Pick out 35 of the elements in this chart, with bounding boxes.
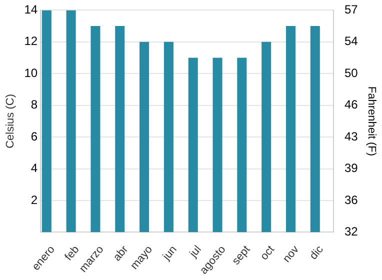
y-tick-label: 14 xyxy=(24,2,38,17)
x-tick-label: dic xyxy=(308,243,326,262)
y2-tick-label: 46 xyxy=(344,98,358,112)
x-tick-label: jul xyxy=(186,244,204,261)
y-tick-label: 10 xyxy=(24,66,38,80)
bar xyxy=(262,42,272,232)
bar xyxy=(115,26,125,232)
bar xyxy=(66,10,76,232)
bar xyxy=(286,26,296,232)
y-tick-label: 2 xyxy=(30,192,38,207)
bar xyxy=(212,58,222,232)
bar xyxy=(237,58,247,232)
y2-tick-label: 32 xyxy=(344,224,358,239)
bar xyxy=(140,42,150,232)
y-tick-label: 6 xyxy=(30,129,38,144)
x-tick-label: oct xyxy=(258,244,278,263)
bar xyxy=(188,58,198,232)
bar xyxy=(164,42,174,232)
y2-tick-label: 50 xyxy=(344,66,358,80)
x-tick-label: jun xyxy=(160,244,180,264)
y-axis-title: Celsius (C) xyxy=(4,94,17,148)
y2-axis-title: Fahrenheit (F) xyxy=(365,86,378,156)
bar xyxy=(90,26,100,232)
bar xyxy=(310,26,320,232)
y2-tick-label: 36 xyxy=(344,192,358,207)
x-tick-label: nov xyxy=(280,243,302,265)
y-tick-label: 8 xyxy=(30,98,38,112)
y2-tick-label: 54 xyxy=(344,34,358,48)
x-tick-label: feb xyxy=(62,244,82,264)
x-tick-label: abr xyxy=(111,243,131,264)
y2-tick-label: 57 xyxy=(344,2,358,17)
y-tick-label: 4 xyxy=(30,161,38,176)
y-tick-label: 12 xyxy=(24,34,38,48)
y2-tick-label: 39 xyxy=(344,161,358,176)
y2-tick-label: 43 xyxy=(344,129,358,144)
